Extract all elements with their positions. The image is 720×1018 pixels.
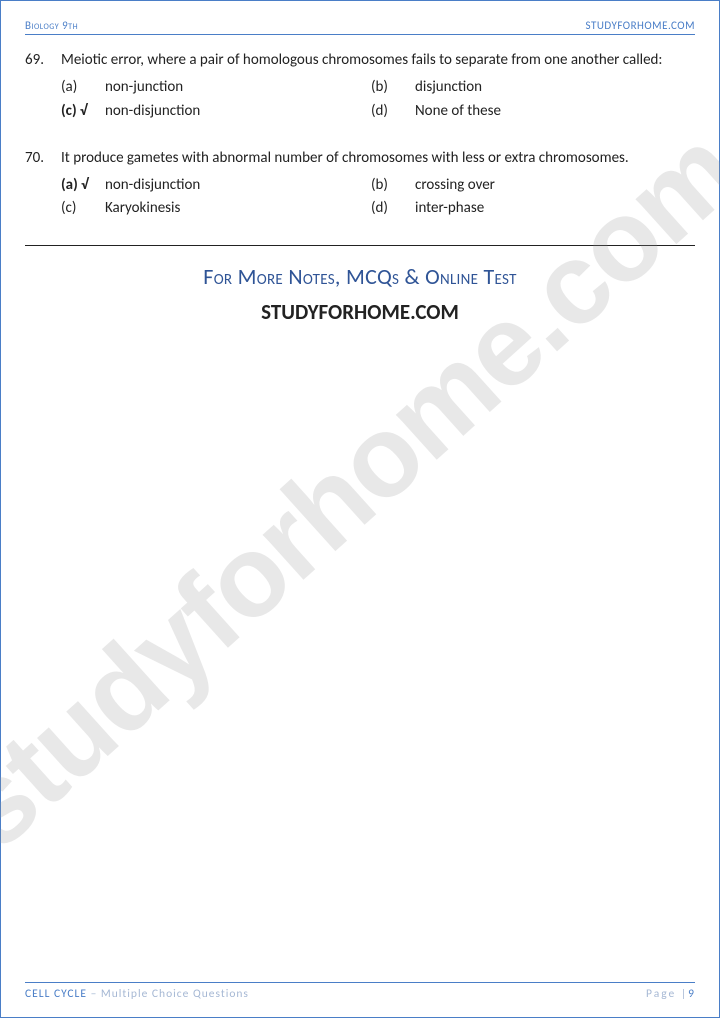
page-header: Biology 9th STUDYFORHOME.COM [25,19,695,35]
question-70: 70. It produce gametes with abnormal num… [25,147,695,221]
option-letter-correct: (a) √ [61,174,105,197]
page: studyforhome.com Biology 9th STUDYFORHOM… [0,0,720,1018]
footer-right: Page |9 [646,987,695,1001]
option-text: non-disjunction [105,100,200,123]
options-row: (a) √ non-disjunction (b) crossing over [61,174,695,197]
option-a: (a) √ non-disjunction [61,174,371,197]
option-letter: (a) [61,76,105,99]
question-stem: It produce gametes with abnormal number … [61,147,695,170]
option-text: Karyokinesis [105,197,180,220]
page-label: Page | [646,987,688,1001]
options-row: (a) non-junction (b) disjunction [61,76,695,99]
footer-left: CELL CYCLE – Multiple Choice Questions [25,987,249,1001]
option-letter: (b) [371,76,415,99]
header-right: STUDYFORHOME.COM [586,19,695,32]
option-text: inter-phase [415,197,484,220]
promo-site: STUDYFORHOME.COM [25,296,695,329]
option-d: (d) None of these [371,100,695,123]
option-letter-correct: (c) √ [61,100,105,123]
footer-topic: CELL CYCLE [25,987,87,1001]
footer-subtitle: – Multiple Choice Questions [87,987,249,1001]
option-letter: (d) [371,197,415,220]
options-row: (c) √ non-disjunction (d) None of these [61,100,695,123]
option-letter: (c) [61,197,105,220]
question-body: Meiotic error, where a pair of homologou… [61,49,695,123]
option-b: (b) disjunction [371,76,695,99]
page-number: 9 [688,987,695,1001]
option-a: (a) non-junction [61,76,371,99]
option-text: disjunction [415,76,482,99]
option-c: (c) Karyokinesis [61,197,371,220]
question-number: 69. [25,49,61,123]
question-body: It produce gametes with abnormal number … [61,147,695,221]
header-left: Biology 9th [25,19,78,32]
option-letter: (b) [371,174,415,197]
option-text: non-junction [105,76,183,99]
option-text: non-disjunction [105,174,200,197]
content-area: 69. Meiotic error, where a pair of homol… [25,35,695,328]
option-d: (d) inter-phase [371,197,695,220]
promo-block: For More Notes, MCQs & Online Test STUDY… [25,260,695,329]
options-row: (c) Karyokinesis (d) inter-phase [61,197,695,220]
section-divider [25,245,695,246]
question-69: 69. Meiotic error, where a pair of homol… [25,49,695,123]
option-text: None of these [415,100,501,123]
promo-heading: For More Notes, MCQs & Online Test [25,260,695,294]
option-c: (c) √ non-disjunction [61,100,371,123]
page-footer: CELL CYCLE – Multiple Choice Questions P… [25,982,695,1001]
option-b: (b) crossing over [371,174,695,197]
question-stem: Meiotic error, where a pair of homologou… [61,49,695,72]
option-text: crossing over [415,174,495,197]
option-letter: (d) [371,100,415,123]
question-number: 70. [25,147,61,221]
